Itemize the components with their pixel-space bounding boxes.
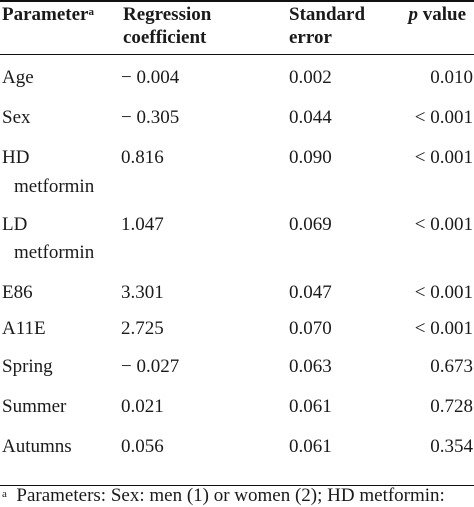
top-rule [0,0,474,2]
cell-parameter: LD [2,214,28,235]
cell-p-value: < 0.001 [414,214,473,235]
cell-standard-error: 0.047 [289,282,332,303]
table-footnote: a Parameters: Sex: men (1) or women (2);… [2,485,445,506]
cell-parameter: Summer [2,396,67,417]
cell-coefficient: − 0.004 [121,67,180,88]
cell-parameter: A11E [2,318,46,339]
footnote-marker: a [2,488,7,500]
cell-parameter: Autumns [2,436,72,457]
cell-coefficient: 1.047 [121,214,164,235]
cell-standard-error: 0.061 [289,436,332,457]
cell-coefficient: 3.301 [121,282,164,303]
cell-p-value: 0.010 [430,67,473,88]
cell-standard-error: 0.070 [289,318,332,339]
cell-parameter: Age [2,67,34,88]
cell-standard-error: 0.061 [289,396,332,417]
cell-p-value: < 0.001 [414,318,473,339]
cell-p-value: < 0.001 [414,107,473,128]
cell-coefficient: − 0.027 [121,356,180,377]
cell-parameter: HD [2,147,30,168]
header-rule [0,54,474,55]
cell-standard-error: 0.002 [289,67,332,88]
cell-coefficient: 2.725 [121,318,164,339]
cell-standard-error: 0.044 [289,107,332,128]
footnote-marker: a [88,6,95,18]
cell-p-value: 0.354 [430,436,473,457]
cell-parameter: E86 [2,282,33,303]
header-regression-coefficient: Regression coefficient [123,4,212,48]
cell-p-value: < 0.001 [414,282,473,303]
cell-parameter: Spring [2,356,53,377]
cell-coefficient: 0.816 [121,147,164,168]
cell-standard-error: 0.063 [289,356,332,377]
cell-parameter-continuation: metformin [14,176,95,197]
cell-p-value: 0.673 [430,356,473,377]
header-standard-error: Standard error [289,4,366,48]
cell-coefficient: 0.021 [121,396,164,417]
cell-coefficient: − 0.305 [121,107,180,128]
cell-parameter-continuation: metformin [14,242,95,263]
cell-p-value: < 0.001 [414,147,473,168]
header-parameter: Parametera [2,4,95,25]
bottom-rule [0,485,474,486]
cell-coefficient: 0.056 [121,436,164,457]
cell-standard-error: 0.090 [289,147,332,168]
cell-parameter: Sex [2,107,31,128]
cell-p-value: 0.728 [430,396,473,417]
cell-standard-error: 0.069 [289,214,332,235]
header-p-value: p value [408,4,466,25]
